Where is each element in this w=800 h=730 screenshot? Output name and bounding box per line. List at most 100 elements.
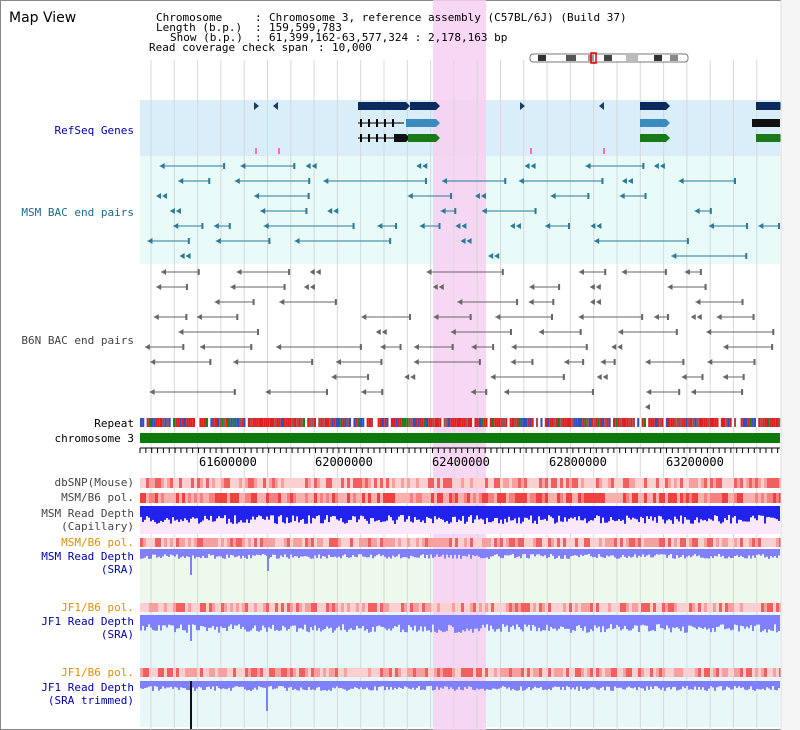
polymorphism-cell [272, 478, 275, 488]
track-label-msm-depth-sra-1[interactable]: MSM Read Depth [41, 550, 134, 563]
track-label-msm-depth-capillary-2[interactable]: (Capillary) [61, 520, 134, 533]
track-label-jf1-depth-sra-1[interactable]: JF1 Read Depth [41, 615, 134, 628]
track-label-msm-depth-sra-2[interactable]: (SRA) [100, 563, 134, 576]
read-depth-bar [584, 506, 586, 519]
read-depth-bar [272, 681, 274, 690]
read-depth-bar [510, 681, 512, 691]
read-depth-bar [380, 506, 382, 523]
bac-end-marker [381, 389, 384, 395]
track-label-msm-depth-capillary-1[interactable]: MSM Read Depth [41, 507, 134, 520]
read-depth-bar [412, 681, 414, 688]
polymorphism-cell [578, 538, 581, 547]
polymorphism-cell [326, 538, 329, 547]
read-depth-bar [358, 506, 360, 520]
read-depth-bar [324, 506, 326, 520]
read-depth-bar [700, 506, 702, 520]
track-label-msm-bac[interactable]: MSM BAC end pairs [21, 206, 134, 219]
repeat-segment [701, 418, 704, 427]
read-depth-bar [492, 549, 494, 557]
bac-end-marker [178, 329, 184, 335]
read-depth-bar [268, 506, 270, 520]
track-label-jf1-depth-trim-2[interactable]: (SRA trimmed) [47, 694, 134, 707]
track-label-jf1-b6-pol-2[interactable]: JF1/B6 pol. [61, 666, 134, 679]
polymorphism-cell [623, 478, 626, 488]
polymorphism-cell [257, 478, 260, 488]
bac-end-marker [742, 374, 745, 380]
polymorphism-cell [308, 668, 311, 677]
polymorphism-cell [584, 538, 587, 547]
polymorphism-cell [413, 538, 416, 547]
track-label-dbsnp[interactable]: dbSNP(Mouse) [54, 476, 134, 489]
read-depth-bar [212, 681, 214, 687]
polymorphism-cell [518, 668, 521, 677]
read-depth-bar [614, 681, 616, 687]
track-label-jf1-b6-pol[interactable]: JF1/B6 pol. [61, 601, 134, 614]
read-depth-bar [486, 549, 488, 558]
read-depth-bar [610, 549, 612, 556]
read-depth-bar [154, 506, 156, 523]
read-depth-bar [468, 506, 470, 517]
read-depth-bar [622, 549, 624, 555]
repeat-segment [672, 418, 675, 427]
polymorphism-cell [653, 668, 656, 677]
polymorphism-cell [359, 478, 362, 488]
read-depth-bar [702, 681, 704, 688]
read-depth-bar [256, 681, 258, 690]
polymorphism-cell [257, 668, 260, 677]
read-depth-bar [220, 549, 222, 557]
polymorphism-cell [596, 478, 599, 488]
polymorphism-cell [182, 538, 185, 547]
polymorphism-cell [776, 668, 779, 677]
read-depth-bar [736, 615, 738, 626]
polymorphism-cell [626, 603, 629, 612]
polymorphism-cell [332, 538, 335, 547]
polymorphism-cell [614, 603, 617, 612]
read-depth-bar [326, 549, 328, 559]
track-label-b6n-bac[interactable]: B6N BAC end pairs [21, 334, 134, 347]
read-depth-bar [654, 681, 656, 687]
polymorphism-cell [158, 603, 161, 612]
bac-end-marker [455, 223, 461, 229]
repeat-segment [415, 418, 418, 427]
polymorphism-cell [497, 478, 500, 488]
bac-end-marker [550, 193, 556, 199]
polymorphism-cell [296, 478, 299, 488]
gene-feature [752, 119, 780, 127]
track-label-msm-b6-pol[interactable]: MSM/B6 pol. [61, 491, 134, 504]
read-depth-bar [368, 681, 370, 690]
polymorphism-cell [716, 668, 719, 677]
polymorphism-cell [317, 493, 320, 503]
read-depth-bar [156, 506, 158, 524]
track-label-refseq-genes[interactable]: RefSeq Genes [54, 124, 134, 137]
track-label-msm-b6-pol-2[interactable]: MSM/B6 pol. [61, 536, 134, 549]
track-label-chromosome[interactable]: chromosome 3 [54, 432, 134, 445]
repeat-segment [595, 418, 598, 427]
polymorphism-cell [269, 603, 272, 612]
read-depth-bar [526, 615, 528, 627]
polymorphism-cell [494, 478, 497, 488]
bac-end-marker [627, 178, 633, 184]
polymorphism-cell [299, 603, 302, 612]
repeat-segment [256, 418, 259, 427]
read-depth-bar [568, 549, 570, 559]
read-depth-bar [716, 549, 718, 557]
polymorphism-cell [470, 478, 473, 488]
polymorphism-cell [458, 603, 461, 612]
track-label-repeat[interactable]: Repeat [94, 417, 134, 430]
polymorphism-cell [611, 478, 614, 488]
bac-end-marker [334, 299, 337, 305]
polymorphism-cell [224, 538, 227, 547]
read-depth-bar [666, 615, 668, 626]
polymorphism-cell [242, 478, 245, 488]
polymorphism-cell [404, 493, 407, 503]
repeat-segment [278, 418, 281, 427]
bac-end-marker [684, 269, 690, 275]
read-depth-bar [590, 549, 592, 557]
track-label-jf1-depth-trim-1[interactable]: JF1 Read Depth [41, 681, 134, 694]
read-depth-bar [696, 681, 698, 690]
track-label-jf1-depth-sra-2[interactable]: (SRA) [100, 628, 134, 641]
read-depth-bar [700, 615, 702, 628]
polymorphism-cell [245, 493, 248, 503]
polymorphism-cell [494, 668, 497, 677]
